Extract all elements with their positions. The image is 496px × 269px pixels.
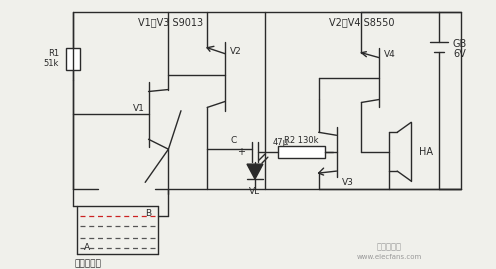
Text: B: B	[145, 209, 152, 218]
Text: C: C	[231, 136, 237, 145]
Text: www.elecfans.com: www.elecfans.com	[357, 254, 422, 260]
Text: V1: V1	[132, 104, 144, 113]
Text: V3: V3	[342, 178, 353, 186]
Text: R1: R1	[48, 49, 59, 58]
Text: V4: V4	[384, 50, 396, 59]
Text: 水池或水笱: 水池或水笱	[75, 259, 102, 268]
Text: GB: GB	[453, 39, 467, 49]
Text: 47μ: 47μ	[273, 138, 289, 147]
Text: V2: V2	[230, 47, 242, 56]
Text: V2、V4 S8550: V2、V4 S8550	[329, 17, 394, 27]
Text: +: +	[237, 147, 245, 157]
Text: 电子发烧友: 电子发烧友	[377, 242, 402, 251]
Bar	[278, 146, 324, 158]
Text: V1、V3 S9013: V1、V3 S9013	[138, 17, 203, 27]
Text: 6V: 6V	[453, 49, 466, 59]
Text: HA: HA	[419, 147, 433, 157]
Text: 51k: 51k	[44, 59, 59, 68]
Polygon shape	[247, 164, 263, 179]
Text: VL: VL	[249, 187, 260, 196]
Text: R2 130k: R2 130k	[284, 136, 318, 145]
Text: A: A	[84, 243, 90, 252]
Bar	[66, 48, 80, 70]
